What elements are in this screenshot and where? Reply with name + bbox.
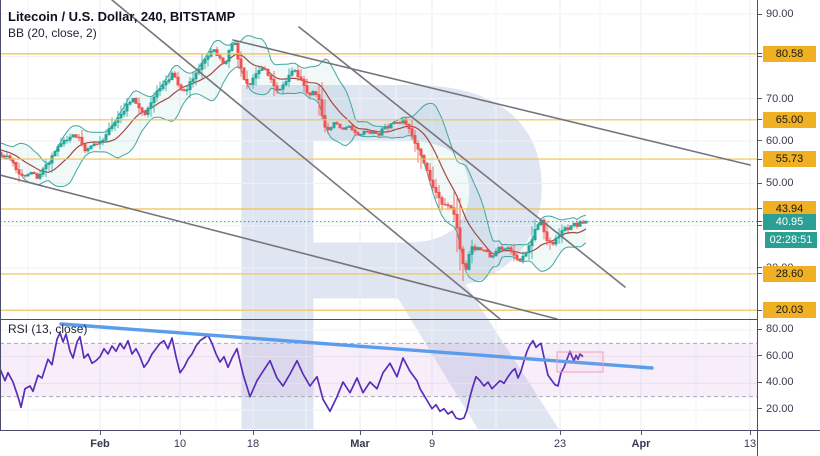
time-axis-label: 13 <box>743 438 757 450</box>
chart-legend: Litecoin / U.S. Dollar, 240, BITSTAMP BB… <box>8 8 235 41</box>
watermark: R <box>208 6 569 456</box>
trendline-4[interactable] <box>298 26 626 288</box>
price-axis-tick <box>758 119 762 121</box>
rsi-axis-label: 40.00 <box>766 376 794 389</box>
time-axis-label: 9 <box>428 438 436 450</box>
price-axis-tick <box>758 267 762 269</box>
indicator-label-bb[interactable]: BB (20, close, 2) <box>8 26 97 40</box>
price-axis-tick <box>758 273 762 275</box>
time-axis-tick <box>360 431 361 435</box>
price-axis-tick <box>758 309 762 311</box>
rsi-axis-label: 60.00 <box>766 349 794 362</box>
symbol-title[interactable]: Litecoin / U.S. Dollar, 240, BITSTAMP <box>8 9 236 24</box>
rsi-axis-label: 20.00 <box>766 402 794 415</box>
price-axis-tick <box>758 98 762 100</box>
rsi-axis-label: 80.00 <box>766 323 794 335</box>
price-axis-tick <box>758 53 762 55</box>
bar-countdown-badge: 02:28:51 <box>765 231 817 248</box>
price-level-badge: 80.58 <box>763 45 816 62</box>
time-axis-tick <box>560 431 561 435</box>
price-axis-tick <box>758 328 762 330</box>
price-axis-label: 60.00 <box>766 134 794 147</box>
plot-left-border <box>0 0 1 430</box>
rsi-line <box>0 331 584 421</box>
time-axis-tick <box>432 431 433 435</box>
trendline-3[interactable] <box>111 0 501 319</box>
price-level-badge: 65.00 <box>763 111 816 128</box>
axis-corner <box>757 430 820 456</box>
rsi-band <box>0 342 757 398</box>
time-axis-tick <box>750 431 751 435</box>
price-axis-label: 50.00 <box>766 177 794 190</box>
time-axis-tick <box>100 431 101 435</box>
price-axis-tick <box>758 208 762 210</box>
time-axis-label: Feb <box>90 438 110 450</box>
price-axis-label: 70.00 <box>766 92 794 105</box>
price-axis-tick <box>758 225 762 227</box>
current-price-badge: 40.95 <box>763 213 816 230</box>
price-axis-tick <box>758 355 762 357</box>
time-axis-label: 10 <box>173 438 187 450</box>
price-axis-tick <box>758 158 762 160</box>
price-level-badge: 20.03 <box>763 302 816 319</box>
price-axis-tick <box>758 408 762 410</box>
price-axis-tick <box>758 55 762 57</box>
price-axis-tick <box>758 221 762 223</box>
trendline-1[interactable] <box>232 39 751 166</box>
price-chart[interactable] <box>0 0 757 319</box>
price-axis[interactable]: 90.0080.0070.0060.0050.0040.0030.0020.00… <box>757 0 820 430</box>
time-axis-tick <box>253 431 254 435</box>
indicator-label-rsi[interactable]: RSI (13, close) <box>8 322 88 336</box>
time-axis-label: Apr <box>631 438 651 450</box>
price-level-lines[interactable] <box>0 53 757 311</box>
price-axis-tick <box>758 182 762 184</box>
time-axis-tick <box>641 431 642 435</box>
price-level-badge: 55.73 <box>763 151 816 168</box>
rsi-highlight-box[interactable] <box>556 351 604 373</box>
time-axis[interactable]: Feb 10 18 Mar 9 23 Apr 13 <box>0 430 757 456</box>
price-axis-tick <box>758 381 762 383</box>
rsi-chart[interactable] <box>0 319 757 430</box>
price-axis-tick <box>758 140 762 142</box>
rsi-trendline[interactable] <box>59 322 654 370</box>
price-level-badge: 28.60 <box>763 265 816 282</box>
price-level-badge: 43.94 <box>763 200 816 217</box>
time-axis-label: 23 <box>553 438 567 450</box>
trendline-2[interactable] <box>0 174 558 319</box>
price-axis-tick <box>758 13 762 15</box>
time-axis-label: Mar <box>350 438 370 450</box>
candlesticks <box>0 41 588 282</box>
time-axis-tick <box>180 431 181 435</box>
price-axis-label: 90.00 <box>766 8 794 20</box>
time-axis-label: 18 <box>246 438 260 450</box>
